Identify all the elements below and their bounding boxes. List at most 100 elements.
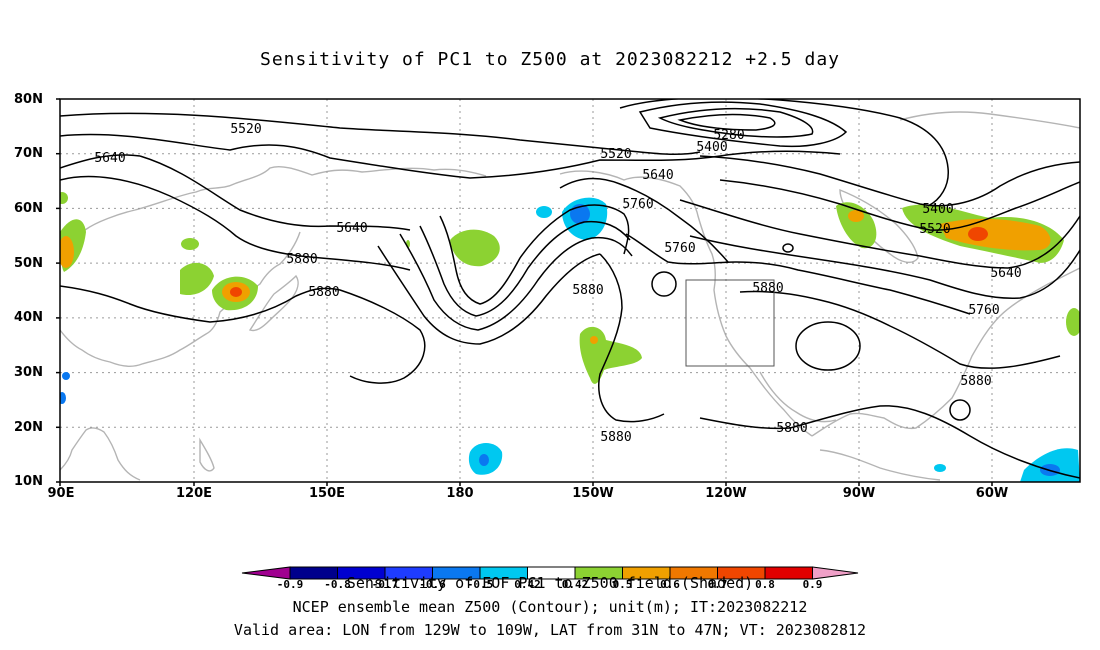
shade-orange-3 bbox=[590, 336, 598, 344]
lat-label-50n: 50N bbox=[14, 256, 43, 271]
shade-red-5 bbox=[968, 227, 988, 241]
contour-label-5640-a: 5640 bbox=[94, 151, 125, 166]
shade-orange-4 bbox=[848, 210, 864, 222]
contour-5520-a bbox=[60, 112, 701, 156]
lat-label-70n: 70N bbox=[14, 146, 43, 161]
north-america-east-coast bbox=[811, 267, 1080, 437]
shade-blue-6 bbox=[60, 392, 66, 404]
contour-5760-a bbox=[60, 175, 411, 271]
colorbar-tick: 0.42 bbox=[514, 578, 541, 591]
contour-5280-outer bbox=[619, 99, 949, 207]
shade-green-2 bbox=[60, 192, 68, 204]
shade-cyan-2 bbox=[536, 206, 552, 218]
shade-green-6 bbox=[450, 229, 500, 267]
lat-label-80n: 80N bbox=[14, 92, 43, 107]
shade-blue-1 bbox=[570, 204, 590, 224]
caption-valid-area: Valid area: LON from 129W to 109W, LAT f… bbox=[233, 621, 867, 639]
shade-green-3 bbox=[181, 238, 199, 250]
contour-label-5880-b: 5880 bbox=[308, 285, 339, 300]
contour-5520-c bbox=[719, 179, 1080, 231]
lon-label-120w: 120W bbox=[705, 486, 747, 501]
shade-red-2 bbox=[230, 287, 242, 297]
colorbar-tick: 0.42 bbox=[562, 578, 589, 591]
lat-label-20n: 20N bbox=[14, 420, 43, 435]
contour-5880-a bbox=[60, 285, 426, 384]
lat-label-40n: 40N bbox=[14, 310, 43, 325]
contour-label-5880-a: 5880 bbox=[286, 252, 317, 267]
contour-label-5640-b: 5640 bbox=[642, 168, 673, 183]
z500-contours bbox=[60, 99, 1080, 479]
colorbar-tick: 0.5 bbox=[613, 578, 633, 591]
north-america-west-coast bbox=[559, 170, 813, 437]
graticule bbox=[60, 99, 1080, 482]
shade-blue-5 bbox=[62, 372, 70, 380]
lon-label-60w: 60W bbox=[975, 486, 1009, 501]
contour-small-low bbox=[782, 243, 794, 253]
shade-orange-5 bbox=[940, 218, 1051, 251]
contour-wave-1 bbox=[439, 204, 630, 305]
shade-cyan-5 bbox=[934, 464, 946, 472]
lat-label-30n: 30N bbox=[14, 365, 43, 380]
contour-label-5400-a: 5400 bbox=[696, 140, 727, 155]
lon-label-150e: 150E bbox=[308, 486, 346, 501]
contour-5880-c bbox=[625, 233, 971, 315]
contour-wave-2 bbox=[419, 220, 631, 317]
lon-label-90e: 90E bbox=[47, 486, 75, 501]
contour-label-5520-b: 5520 bbox=[600, 147, 631, 162]
contour-label-5880-e: 5880 bbox=[960, 374, 991, 389]
caribbean-coast bbox=[819, 449, 941, 481]
colorbar-ticks: -0.9 -0.8 -0.7 -0.6 -0.5 0.42 0.42 0.5 0… bbox=[277, 578, 823, 591]
contour-5760-small bbox=[651, 271, 677, 297]
asia-north-coast bbox=[60, 166, 487, 249]
contour-label-5760-b: 5760 bbox=[664, 241, 695, 256]
lat-label-60n: 60N bbox=[14, 201, 43, 216]
contour-label-5400-b: 5400 bbox=[922, 202, 953, 217]
contour-5880-d bbox=[739, 290, 1061, 369]
contour-label-5760-c: 5760 bbox=[968, 303, 999, 318]
shade-green-9 bbox=[836, 202, 877, 249]
contour-5400-b bbox=[699, 155, 1080, 207]
contour-low-ring2 bbox=[657, 107, 814, 138]
contour-label-5880-d: 5880 bbox=[752, 281, 783, 296]
southeast-asia-coast bbox=[60, 427, 141, 481]
shade-green-4 bbox=[180, 262, 214, 296]
shade-orange-1 bbox=[60, 236, 74, 268]
shade-blue-3 bbox=[479, 454, 489, 466]
contour-label-5760-a: 5760 bbox=[622, 197, 653, 212]
lon-label-90w: 90W bbox=[842, 486, 876, 501]
contour-label-5640-c: 5640 bbox=[336, 221, 367, 236]
contour-wave-4 bbox=[377, 245, 601, 345]
colorbar-tick: -0.8 bbox=[324, 578, 351, 591]
japan-coast bbox=[248, 274, 299, 332]
contour-label-5880-c: 5880 bbox=[572, 283, 603, 298]
coastlines bbox=[60, 111, 1080, 481]
colorbar-tick: 0.9 bbox=[803, 578, 823, 591]
gulf-coast bbox=[759, 371, 837, 423]
contour-label-5640-d: 5640 bbox=[990, 266, 1021, 281]
contour-labels: 5520 5280 5400 5520 5640 5640 5760 5640 … bbox=[94, 122, 1021, 445]
colorbar-tick: -0.6 bbox=[419, 578, 446, 591]
contour-label-5280: 5280 bbox=[713, 128, 744, 143]
contour-label-5520-a: 5520 bbox=[230, 122, 261, 137]
contour-5760-b bbox=[689, 235, 1080, 300]
contour-5880-b bbox=[598, 253, 665, 423]
colorbar-tick: 0.6 bbox=[660, 578, 680, 591]
caption-shaded: Sensitivity of EOF PC1 to Z500 field (Sh… bbox=[346, 574, 754, 592]
colorbar-cell bbox=[812, 566, 859, 580]
asia-east-coast bbox=[60, 231, 301, 367]
valid-area-box bbox=[685, 279, 775, 367]
colorbar bbox=[241, 566, 859, 580]
contour-label-5880-f: 5880 bbox=[600, 430, 631, 445]
colorbar-tick: 0.7 bbox=[708, 578, 728, 591]
colorbar-tick: -0.7 bbox=[372, 578, 399, 591]
lat-label-10n: 10N bbox=[14, 474, 43, 489]
contour-5640-d bbox=[679, 199, 1080, 269]
contour-label-5880-g: 5880 bbox=[776, 421, 807, 436]
contour-5880-e bbox=[699, 405, 1080, 479]
contour-label-5520-c: 5520 bbox=[919, 222, 950, 237]
axis-ticks bbox=[56, 98, 993, 486]
colorbar-tick: -0.5 bbox=[467, 578, 494, 591]
contour-wave-3 bbox=[399, 233, 633, 331]
contour-5880-high bbox=[795, 321, 861, 371]
